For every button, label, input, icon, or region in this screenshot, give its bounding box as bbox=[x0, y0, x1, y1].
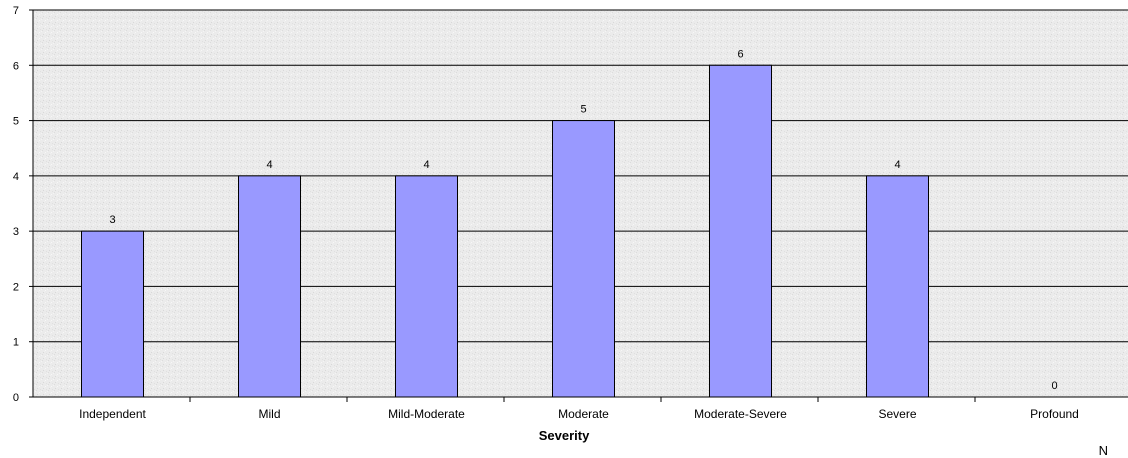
y-tick-label: 7 bbox=[13, 5, 19, 17]
x-axis-title: Severity bbox=[538, 428, 590, 443]
data-label: 0 bbox=[1051, 380, 1057, 392]
y-tick-label: 0 bbox=[13, 392, 19, 404]
x-tick-label: Profound bbox=[1030, 407, 1079, 421]
x-tick-label: Severe bbox=[878, 407, 916, 421]
x-tick-label: Independent bbox=[79, 407, 146, 421]
data-label: 6 bbox=[737, 48, 743, 60]
data-label: 4 bbox=[423, 159, 429, 171]
data-label: 4 bbox=[894, 159, 900, 171]
x-tick-label: Moderate bbox=[558, 407, 609, 421]
y-tick-label: 5 bbox=[13, 116, 19, 128]
y-tick-label: 1 bbox=[13, 337, 19, 349]
x-axis: Independent Mild Mild-Moderate Moderate Mode… bbox=[33, 396, 1128, 421]
bar bbox=[866, 175, 929, 398]
bar bbox=[709, 64, 772, 398]
bar bbox=[552, 120, 615, 398]
bar bbox=[238, 175, 301, 398]
data-label: 5 bbox=[580, 104, 586, 116]
data-labels: 3 4 4 5 6 4 0 bbox=[109, 48, 1057, 392]
y-tick-label: 6 bbox=[13, 60, 19, 72]
y-tick-label: 4 bbox=[13, 171, 19, 183]
y-axis: 0 1 2 3 4 5 6 7 bbox=[13, 5, 34, 404]
data-label: 3 bbox=[109, 214, 115, 226]
x-tick-label: Mild-Moderate bbox=[388, 407, 465, 421]
corner-label: N bbox=[1098, 443, 1108, 458]
x-tick-label: Mild bbox=[258, 407, 280, 421]
bar bbox=[395, 175, 458, 398]
data-label: 4 bbox=[266, 159, 272, 171]
y-tick-label: 2 bbox=[13, 281, 19, 293]
x-tick-label: Moderate-Severe bbox=[694, 407, 787, 421]
y-tick-label: 3 bbox=[13, 226, 19, 238]
bar bbox=[81, 230, 144, 398]
